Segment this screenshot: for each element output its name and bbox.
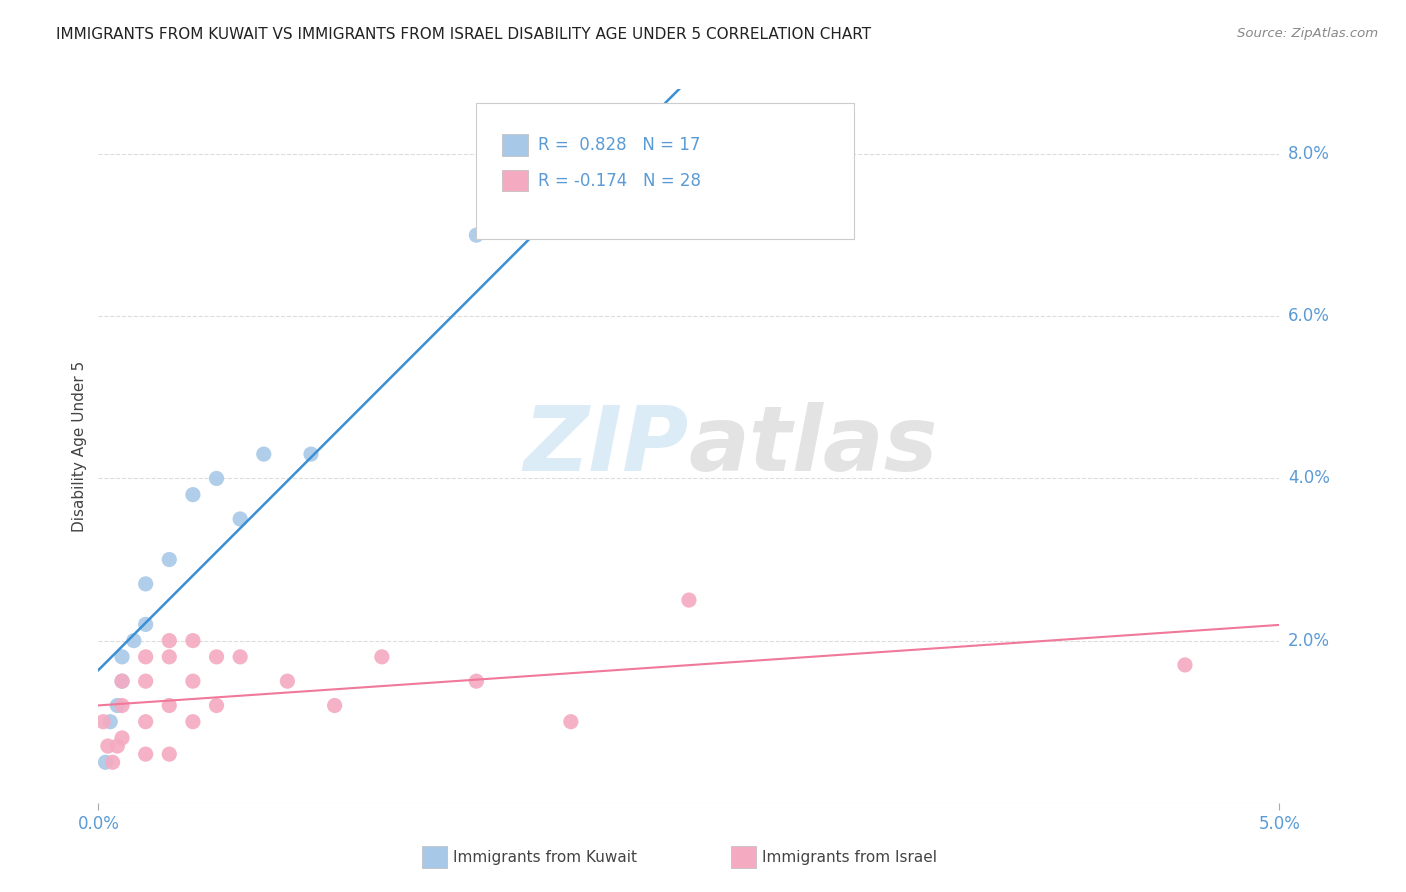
Point [101, 756, 124, 770]
Bar [502, 169, 529, 191]
Point [323, 698, 346, 713]
Point [135, 714, 157, 729]
Text: Source: ZipAtlas.com: Source: ZipAtlas.com [1237, 27, 1378, 40]
Point [135, 747, 157, 761]
Text: Immigrants from Israel: Immigrants from Israel [762, 850, 936, 864]
Text: R =  0.828   N = 17: R = 0.828 N = 17 [537, 136, 700, 153]
Text: Immigrants from Kuwait: Immigrants from Kuwait [453, 850, 637, 864]
Point [97, 739, 120, 753]
Point [465, 674, 488, 689]
Point [1174, 657, 1197, 672]
Point [91, 714, 114, 729]
Point [105, 739, 128, 753]
Point [276, 674, 298, 689]
Point [253, 447, 276, 461]
Point [135, 617, 157, 632]
Point [181, 674, 204, 689]
Point [205, 471, 228, 485]
Point [157, 698, 180, 713]
Point [157, 552, 180, 566]
Text: atlas: atlas [689, 402, 938, 490]
Point [205, 698, 228, 713]
Point [157, 747, 180, 761]
Point [299, 447, 322, 461]
Text: IMMIGRANTS FROM KUWAIT VS IMMIGRANTS FROM ISRAEL DISABILITY AGE UNDER 5 CORRELAT: IMMIGRANTS FROM KUWAIT VS IMMIGRANTS FRO… [56, 27, 872, 42]
Text: R = -0.174   N = 28: R = -0.174 N = 28 [537, 171, 700, 189]
Point [94, 756, 117, 770]
Text: ZIP: ZIP [523, 402, 689, 490]
Point [229, 512, 252, 526]
FancyBboxPatch shape [477, 103, 855, 239]
Point [371, 649, 394, 664]
Point [135, 577, 157, 591]
Text: 2.0%: 2.0% [1288, 632, 1330, 649]
Point [465, 228, 488, 243]
Text: 6.0%: 6.0% [1288, 307, 1330, 326]
Point [560, 714, 582, 729]
Point [229, 649, 252, 664]
Point [135, 649, 157, 664]
Point [111, 674, 134, 689]
Point [105, 698, 128, 713]
Point [98, 714, 121, 729]
Point [678, 155, 700, 169]
Point [157, 649, 180, 664]
Y-axis label: Disability Age Under 5: Disability Age Under 5 [72, 360, 87, 532]
Point [678, 593, 700, 607]
Text: 4.0%: 4.0% [1288, 469, 1330, 487]
Point [181, 488, 204, 502]
Bar [502, 134, 529, 155]
Point [135, 674, 157, 689]
Point [111, 649, 134, 664]
Point [181, 633, 204, 648]
Point [111, 731, 134, 745]
Point [205, 649, 228, 664]
Point [111, 698, 134, 713]
Point [157, 633, 180, 648]
Point [181, 714, 204, 729]
Text: 8.0%: 8.0% [1288, 145, 1330, 163]
Point [122, 633, 145, 648]
Point [111, 674, 134, 689]
